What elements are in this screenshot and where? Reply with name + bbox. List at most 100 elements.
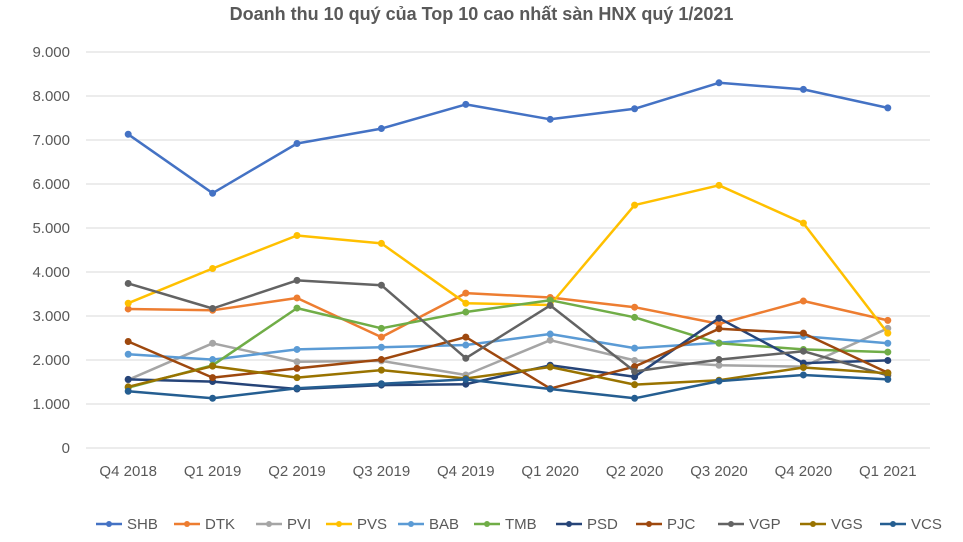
data-point	[799, 85, 807, 93]
data-point	[631, 367, 639, 375]
gridlines	[86, 51, 930, 449]
legend-swatch-marker	[810, 521, 816, 527]
data-point	[293, 358, 301, 366]
data-point	[124, 387, 132, 395]
legend-item-vgp: VGP	[718, 516, 781, 533]
data-point	[715, 325, 723, 333]
legend-label: PJC	[667, 516, 696, 533]
data-point	[209, 305, 217, 313]
legend-label: BAB	[429, 516, 459, 533]
data-point	[209, 394, 217, 402]
data-point	[799, 363, 807, 371]
data-point	[715, 356, 723, 364]
x-tick-label: Q4 2018	[99, 463, 157, 480]
data-point	[209, 356, 217, 364]
data-point	[293, 276, 301, 284]
data-point	[631, 313, 639, 321]
data-point	[884, 356, 892, 364]
data-point	[631, 394, 639, 402]
data-point	[631, 303, 639, 311]
data-point	[124, 305, 132, 313]
legend-swatch-marker	[484, 521, 490, 527]
legend-label: PVS	[357, 516, 387, 533]
data-point	[631, 381, 639, 389]
data-point	[377, 324, 385, 332]
data-point	[715, 339, 723, 347]
data-point	[799, 297, 807, 305]
data-point	[462, 341, 470, 349]
data-point	[124, 299, 132, 307]
data-point	[715, 181, 723, 189]
legend-label: PSD	[587, 516, 618, 533]
legend-label: SHB	[127, 516, 158, 533]
legend-item-dtk: DTK	[174, 516, 235, 533]
data-point	[715, 377, 723, 385]
data-point	[715, 361, 723, 369]
x-axis-ticks: Q4 2018 Q1 2019 Q2 2019 Q3 2019 Q4 2019 Q1 20…	[99, 463, 916, 480]
legend-swatch-marker	[336, 521, 342, 527]
y-tick-label: 4.000	[32, 264, 70, 281]
legend-item-vgs: VGS	[800, 516, 863, 533]
data-point	[377, 333, 385, 341]
x-tick-label: Q3 2019	[353, 463, 411, 480]
data-point	[884, 104, 892, 112]
data-point	[293, 231, 301, 239]
series-line	[126, 316, 890, 391]
legend-swatch-marker	[890, 521, 896, 527]
y-tick-label: 3.000	[32, 308, 70, 325]
legend-swatch-marker	[566, 521, 572, 527]
data-point	[209, 362, 217, 370]
legend-swatch-marker	[646, 521, 652, 527]
data-point	[884, 316, 892, 324]
data-point	[546, 301, 554, 309]
y-tick-label: 5.000	[32, 220, 70, 237]
data-point	[377, 366, 385, 374]
y-tick-label: 0	[62, 440, 70, 457]
data-point	[462, 289, 470, 297]
data-point	[293, 294, 301, 302]
data-point	[884, 339, 892, 347]
data-point	[209, 189, 217, 197]
data-point	[293, 364, 301, 372]
data-point	[377, 380, 385, 388]
series-line	[126, 364, 890, 389]
legend-label: DTK	[205, 516, 235, 533]
data-point	[293, 384, 301, 392]
data-point	[884, 375, 892, 383]
data-point	[462, 354, 470, 362]
y-tick-label: 1.000	[32, 396, 70, 413]
data-point	[377, 125, 385, 133]
chart-title: Doanh thu 10 quý của Top 10 cao nhất sàn…	[229, 4, 734, 24]
data-point	[209, 264, 217, 272]
data-point	[377, 356, 385, 364]
series-line	[126, 373, 890, 400]
legend-swatch-marker	[184, 521, 190, 527]
data-point	[462, 375, 470, 383]
y-tick-label: 7.000	[32, 132, 70, 149]
data-point	[799, 347, 807, 355]
legend-swatch-marker	[106, 521, 112, 527]
data-point	[884, 369, 892, 377]
legend-item-pvi: PVI	[256, 516, 311, 533]
data-point	[124, 375, 132, 383]
legend-item-tmb: TMB	[474, 516, 537, 533]
data-point	[799, 219, 807, 227]
series-vcs	[124, 371, 892, 402]
data-point	[631, 356, 639, 364]
y-tick-label: 9.000	[32, 44, 70, 61]
y-tick-label: 6.000	[32, 176, 70, 193]
data-point	[546, 385, 554, 393]
legend-label: VGP	[749, 516, 781, 533]
legend: SHB DTK PVI PVS BAB TMB PSD PJC VGP VGS VCS	[96, 516, 942, 533]
data-point	[293, 140, 301, 148]
data-point	[124, 130, 132, 138]
data-point	[124, 350, 132, 358]
legend-swatch-marker	[408, 521, 414, 527]
data-point	[293, 304, 301, 312]
x-tick-label: Q4 2020	[775, 463, 833, 480]
data-point	[631, 344, 639, 352]
data-point	[293, 374, 301, 382]
data-point	[546, 330, 554, 338]
data-point	[377, 343, 385, 351]
